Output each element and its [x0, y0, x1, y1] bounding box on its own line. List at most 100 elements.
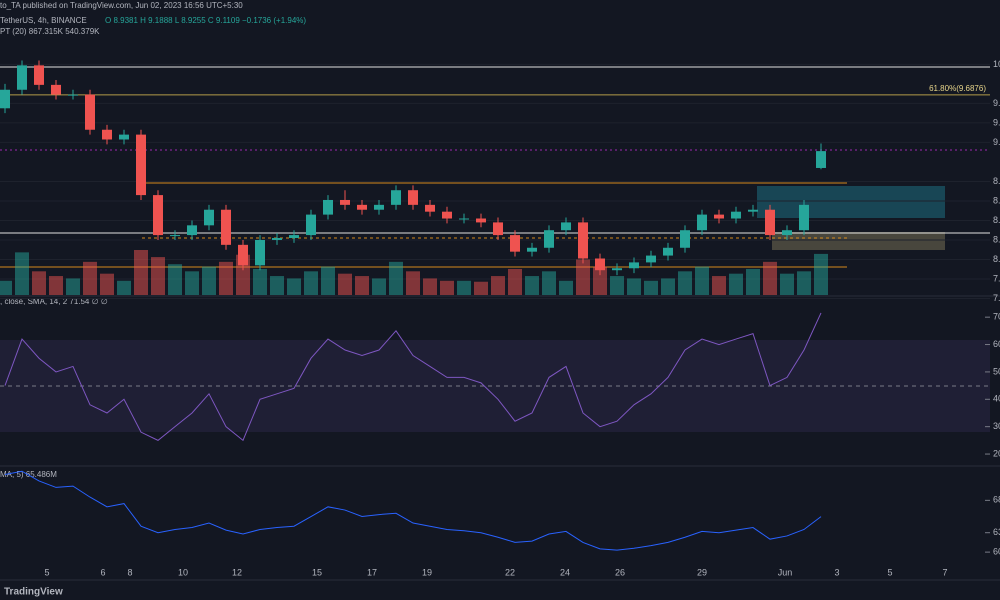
x-tick-label: 8: [127, 567, 132, 577]
volume-bar: [287, 278, 301, 295]
candle-body: [731, 211, 741, 219]
y-tick-label: 9.: [993, 137, 1000, 147]
candle-body: [714, 214, 724, 219]
volume-bar: [542, 271, 556, 295]
y-tick-label: 10: [993, 59, 1000, 69]
x-tick-label: 7: [942, 567, 947, 577]
volume-bar: [15, 252, 29, 295]
rsi-tick-label: 40: [993, 394, 1000, 404]
x-tick-label: 26: [615, 567, 625, 577]
volume-bar: [814, 253, 828, 295]
volume-bar: [134, 250, 148, 295]
ohlc: O 8.9381 H 9.1888 L 8.9255 C 9.1109 −0.1…: [105, 16, 306, 25]
candle-body: [425, 204, 435, 212]
volume-bar: [678, 271, 692, 295]
x-tick-label: 3: [834, 567, 839, 577]
obv-tick-label: 68: [993, 495, 1000, 505]
volume-bar: [576, 259, 590, 295]
volume-bar: [117, 280, 131, 295]
candle-body: [102, 129, 112, 140]
volume-bar: [304, 271, 318, 295]
volume-bar: [32, 271, 46, 295]
x-tick-label: 12: [232, 567, 242, 577]
candle-body: [170, 235, 180, 237]
candle-body: [17, 65, 27, 90]
y-tick-label: 8.: [993, 254, 1000, 264]
volume-bar: [593, 266, 607, 295]
rsi-tick-label: 20: [993, 448, 1000, 458]
rsi-legend: , close, SMA, 14, 2 71.54 ∅ ∅: [0, 297, 108, 306]
volume-bar: [202, 266, 216, 295]
volume-bar: [389, 261, 403, 295]
publisher: to_TA published on TradingView.com, Jun …: [0, 1, 243, 10]
candle-body: [374, 204, 384, 210]
candle-body: [408, 190, 418, 205]
candle-body: [765, 209, 775, 236]
volume-bar: [746, 268, 760, 295]
candle-body: [357, 204, 367, 210]
x-tick-label: Jun: [778, 567, 793, 577]
x-tick-label: 17: [367, 567, 377, 577]
candle-body: [306, 214, 316, 236]
volume-bar: [49, 276, 63, 295]
y-tick-label: 8.: [993, 176, 1000, 186]
candle-body: [697, 214, 707, 231]
footer: TradingView: [4, 587, 63, 598]
volume-bar: [797, 271, 811, 295]
candle-body: [646, 255, 656, 263]
volume-bar: [253, 268, 267, 295]
candle-body: [136, 134, 146, 196]
volume-bar: [644, 280, 658, 295]
candle-body: [272, 238, 282, 240]
x-tick-label: 6: [100, 567, 105, 577]
volume-bar: [780, 273, 794, 295]
y-tick-label: 8.: [993, 234, 1000, 244]
candle-body: [799, 204, 809, 231]
volume-bar: [0, 280, 12, 295]
volume-bar: [474, 281, 488, 295]
rsi-line: [4, 312, 822, 442]
candle-body: [476, 218, 486, 223]
volume-bar: [695, 266, 709, 295]
candle-body: [323, 199, 333, 215]
candle-body: [612, 268, 622, 271]
candle-body: [0, 89, 10, 109]
volume-bar: [83, 261, 97, 295]
candle-body: [51, 84, 61, 95]
candle-body: [153, 195, 163, 236]
x-tick-label: 29: [697, 567, 707, 577]
y-tick-label: 8.: [993, 215, 1000, 225]
candle-body: [204, 209, 214, 226]
x-tick-label: 10: [178, 567, 188, 577]
candle-body: [510, 235, 520, 252]
volume-bar: [661, 278, 675, 295]
volume-bar: [457, 280, 471, 295]
rsi-tick-label: 50: [993, 366, 1000, 376]
volume-bar: [440, 280, 454, 295]
candle-body: [289, 235, 299, 239]
volume-bar: [763, 261, 777, 295]
y-tick-label: 9.: [993, 117, 1000, 127]
volume-bar: [372, 278, 386, 295]
candle-body: [34, 65, 44, 85]
rsi-tick-label: 30: [993, 421, 1000, 431]
volume-bar: [321, 266, 335, 295]
candle-body: [527, 247, 537, 252]
volume-bar: [729, 273, 743, 295]
obv-tick-label: 60: [993, 546, 1000, 556]
candle-body: [748, 209, 758, 212]
volume-bar: [270, 276, 284, 295]
symbol: TetherUS, 4h, BINANCE: [0, 16, 87, 25]
support-zone: [772, 232, 945, 250]
obv-tick-label: 63: [993, 527, 1000, 537]
candle-body: [544, 230, 554, 248]
volume-bar: [66, 278, 80, 295]
volume-bar: [406, 271, 420, 295]
volume-bar: [712, 276, 726, 295]
volume-bar: [219, 261, 233, 295]
candle-body: [238, 244, 248, 266]
candle-body: [85, 94, 95, 130]
candle-body: [68, 94, 78, 96]
x-tick-label: 24: [560, 567, 570, 577]
